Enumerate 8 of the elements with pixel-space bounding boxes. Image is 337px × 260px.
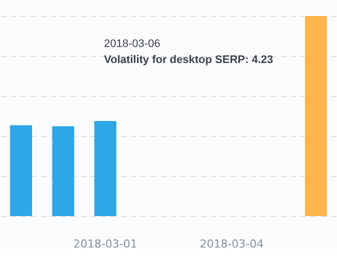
bar [52, 126, 74, 216]
bar [304, 16, 327, 216]
x-tick-label: 2018-03-01 [73, 238, 138, 250]
x-tick-label: 2018-03-04 [200, 238, 264, 250]
annotation: 2018-03-06 [104, 38, 160, 50]
bar [94, 121, 116, 216]
bar [10, 125, 32, 216]
annotation: Volatility for desktop SERP: 4.23 [104, 54, 274, 66]
